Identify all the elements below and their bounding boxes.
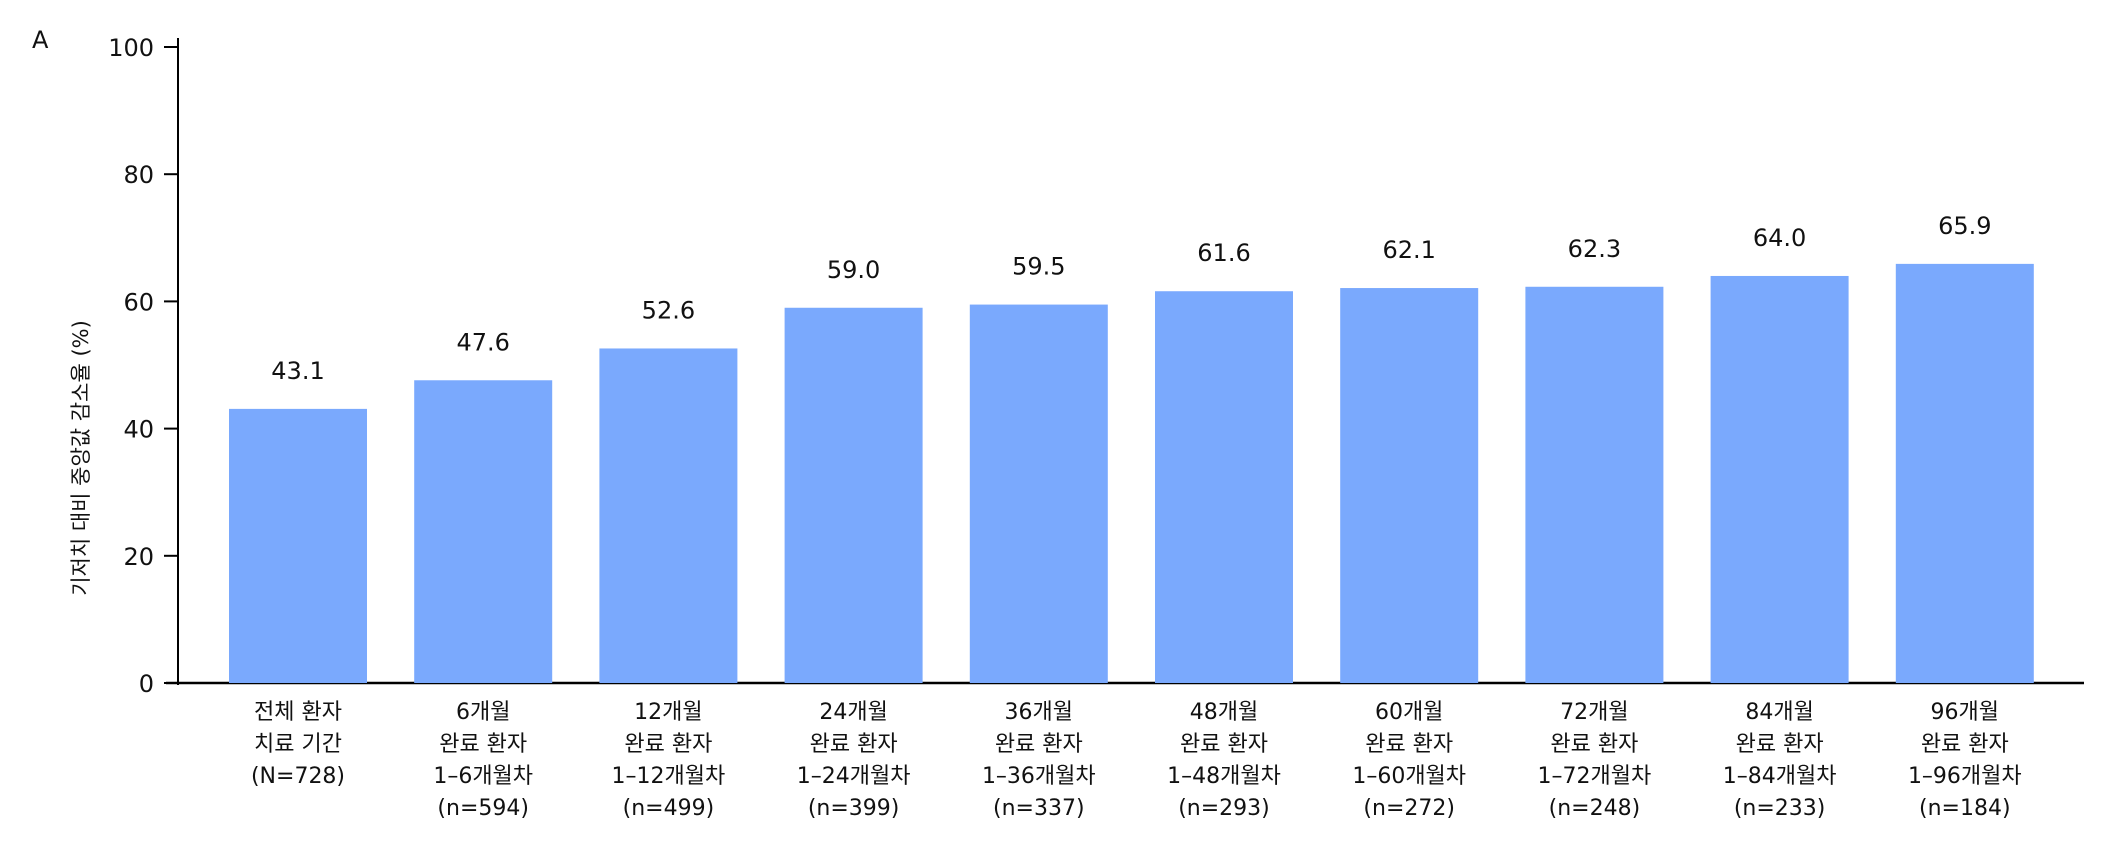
category-label: 24개월 [819,700,887,725]
y-tick-label: 100 [108,34,154,62]
y-axis-label: 기저치 대비 중앙값 감소율 (%) [69,320,93,596]
category-label: 1–96개월차 [1908,764,2022,789]
category-label: (n=272) [1363,796,1455,821]
category-label: 36개월 [1005,700,1073,725]
bar [229,408,367,683]
bar [969,304,1108,683]
category-label: 1–84개월차 [1723,764,1837,789]
category-label: 6개월 [456,700,510,725]
category-label: 1–12개월차 [612,764,726,789]
category-label: 완료 환자 [995,732,1083,757]
category-label: 완료 환자 [1550,732,1638,757]
bar [1710,275,1849,683]
category-label: 1–72개월차 [1538,764,1652,789]
category-label: (n=184) [1919,796,2011,821]
value-label: 59.0 [827,256,880,284]
category-label: 72개월 [1560,700,1628,725]
category-label: (n=233) [1734,796,1826,821]
value-label: 62.3 [1568,235,1621,263]
value-label: 59.5 [1012,253,1065,281]
category-label: (N=728) [251,764,345,789]
panel-label: A [32,26,49,54]
category-label: 1–24개월차 [797,764,911,789]
category-label: 1–48개월차 [1167,764,1281,789]
category-label: 1–6개월차 [433,764,533,789]
category-label: (n=399) [808,796,900,821]
category-label: 완료 환자 [1180,732,1268,757]
category-label: 완료 환자 [1921,732,2009,757]
category-label: 치료 기간 [254,732,342,757]
y-tick-label: 20 [123,543,154,571]
category-label: (n=337) [993,796,1085,821]
category-label: (n=499) [623,796,715,821]
category-label: 48개월 [1190,700,1258,725]
category-label: 완료 환자 [810,732,898,757]
category-label: 1–60개월차 [1352,764,1466,789]
category-label: (n=248) [1549,796,1641,821]
category-label: (n=293) [1178,796,1270,821]
bar [1525,286,1664,683]
category-label: 84개월 [1745,700,1813,725]
value-label: 47.6 [456,328,509,356]
value-label: 62.1 [1382,236,1435,264]
value-labels: 43.1 47.6 52.6 59.0 59.5 61.6 62.1 62.3 64.0 65.9 [271,212,1991,385]
bar [784,307,923,683]
value-label: 43.1 [271,357,324,385]
bar [1340,288,1479,683]
y-tick-label: 80 [123,161,154,189]
category-label: 완료 환자 [439,732,527,757]
bar [1155,291,1293,683]
category-label: (n=594) [437,796,529,821]
bars [229,263,2034,683]
y-tick-label: 0 [139,670,154,698]
value-label: 65.9 [1938,212,1991,240]
category-label: 전체 환자 [254,700,342,725]
y-tick-label: 60 [123,288,154,316]
bar [414,380,553,683]
bar [1895,263,2034,683]
category-label: 완료 환자 [1365,732,1453,757]
value-label: 52.6 [642,296,695,324]
category-label: 60개월 [1375,700,1443,725]
value-label: 64.0 [1753,224,1806,252]
category-label: 1–36개월차 [982,764,1096,789]
category-label: 12개월 [634,700,702,725]
category-label: 96개월 [1931,700,1999,725]
category-label: 완료 환자 [1736,732,1824,757]
value-label: 61.6 [1197,239,1250,267]
y-ticks: 0 20 40 60 80 100 [108,34,178,698]
y-tick-label: 40 [123,416,154,444]
bar [599,348,738,683]
category-label: 완료 환자 [624,732,712,757]
